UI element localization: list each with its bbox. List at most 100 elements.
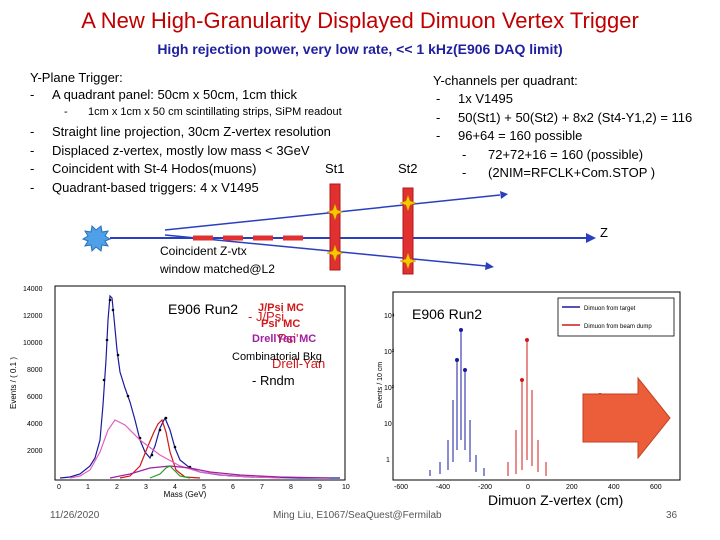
legend-comb-bkg: Combinatorial Bkg xyxy=(232,351,322,363)
zvertex-xtick: 400 xyxy=(608,484,620,491)
left-list-heading: Y-Plane Trigger: xyxy=(30,70,123,85)
mass-run-label: E906 Run2 xyxy=(168,301,239,317)
mass-xtick: 4 xyxy=(173,484,177,491)
mass-xtick: 2 xyxy=(115,484,119,491)
mass-ytick: 10000 xyxy=(23,340,43,347)
mass-ytick: 8000 xyxy=(27,367,43,374)
left-bullet-4: - xyxy=(30,143,35,158)
st2-plane xyxy=(402,187,414,275)
footer-author: Ming Liu, E1067/SeaQuest@Fermilab xyxy=(273,510,442,521)
lower-track xyxy=(164,234,487,267)
footer-page-number: 36 xyxy=(666,510,678,521)
target-distribution xyxy=(429,328,485,476)
left-item-5: Coincident with St-4 Hodos(muons) xyxy=(52,161,257,176)
right-bullet-4: - xyxy=(462,147,467,162)
mass-xtick: 7 xyxy=(260,484,264,491)
zvertex-ytick: 10³ xyxy=(384,349,395,356)
right-list-heading: Y-channels per quadrant: xyxy=(433,73,578,88)
hit-star-icon xyxy=(326,203,344,221)
displaced-region-arrow xyxy=(582,376,671,460)
zvertex-xlabel: Dimuon Z-vertex (cm) xyxy=(488,492,624,508)
zvertex-xtick: 200 xyxy=(566,484,578,491)
legend-drellyan: Drell-Yan xyxy=(272,356,326,371)
hit-star-icon xyxy=(326,244,344,262)
mass-plot-frame xyxy=(54,285,346,481)
right-bullet-2: - xyxy=(436,110,441,125)
mass-xtick: 5 xyxy=(202,484,206,491)
mass-ytick: 12000 xyxy=(23,313,43,320)
right-item-4: 72+72+16 = 160 (possible) xyxy=(488,147,644,162)
legend-dump-text: Dimuon from beam dump xyxy=(584,324,652,330)
left-bullet-6: - xyxy=(30,180,35,195)
left-bullet-1: - xyxy=(30,87,35,102)
mass-xlabel: Mass (GeV) xyxy=(164,490,207,499)
footer-date: 11/26/2020 xyxy=(50,510,100,521)
coincident-label-1: Coincident Z-vtx xyxy=(160,244,247,258)
upper-track-arrowhead xyxy=(500,191,508,199)
legend-psi-mc: Psi' MC xyxy=(261,318,301,330)
zvertex-ytick: 10 xyxy=(384,421,392,428)
left-item-6: Quadrant-based triggers: 4 x V1495 xyxy=(52,180,259,195)
mass-ylabel: Events / ( 0.1 ) xyxy=(9,357,18,409)
st1-label: St1 xyxy=(325,161,345,176)
left-item-3: Straight line projection, 30cm Z-vertex … xyxy=(52,124,331,139)
left-bullet-2: - xyxy=(64,106,68,118)
drellyan-mc-curve xyxy=(109,465,331,479)
data-points xyxy=(102,298,192,469)
mass-xtick: 1 xyxy=(86,484,90,491)
mass-xtick: 0 xyxy=(57,484,61,491)
legend-drellyan-mc: DrellYan MC xyxy=(252,333,317,345)
legend-jpsi-mc: J/Psi MC xyxy=(258,302,304,314)
right-item-2: 50(St1) + 50(St2) + 8x2 (St4-Y1,2) = 116 xyxy=(458,110,693,125)
coincident-label-2: window matched@L2 xyxy=(160,262,275,276)
zvertex-ytick: 10² xyxy=(384,385,395,392)
zvertex-ytick: 1 xyxy=(386,457,390,464)
mass-ytick: 6000 xyxy=(27,394,43,401)
left-item-2: 1cm x 1cm x 50 cm scintillating strips, … xyxy=(88,106,342,118)
zvertex-xtick: 0 xyxy=(526,484,530,491)
mass-ytick: 4000 xyxy=(27,421,43,428)
right-item-3: 96+64 = 160 possible xyxy=(458,128,583,143)
zvertex-xtick: -600 xyxy=(394,484,408,491)
slide-subtitle: High rejection power, very low rate, << … xyxy=(157,41,563,57)
right-bullet-5: - xyxy=(462,165,467,180)
right-item-5: (2NIM=RFCLK+Com.STOP ) xyxy=(488,165,656,180)
target-burst-icon xyxy=(81,224,112,253)
legend-psi: Psi' xyxy=(278,331,299,346)
mass-xtick: 10 xyxy=(342,484,350,491)
zvertex-ylabel: Events / 10 cm xyxy=(377,362,384,408)
zvertex-legend-box xyxy=(557,297,675,337)
mass-xtick: 6 xyxy=(231,484,235,491)
mass-ytick: 14000 xyxy=(23,286,43,293)
hit-star-icon xyxy=(399,252,417,270)
slide-title: A New High-Granularity Displayed Dimuon … xyxy=(81,8,639,33)
legend-rndm: - Rndm xyxy=(252,373,295,388)
left-bullet-5: - xyxy=(30,161,35,176)
jpsi-mc-curve xyxy=(119,418,201,479)
mass-ytick: 2000 xyxy=(27,448,43,455)
right-item-1: 1x V1495 xyxy=(458,91,513,106)
mass-xtick: 3 xyxy=(144,484,148,491)
right-bullet-3: - xyxy=(436,128,441,143)
data-histogram xyxy=(59,294,340,479)
zvertex-run-label: E906 Run2 xyxy=(412,306,483,322)
comb-bkg-curve xyxy=(69,419,281,479)
st1-plane xyxy=(329,183,341,271)
z-axis-label: Z xyxy=(600,225,608,240)
psi-mc-curve xyxy=(149,465,191,479)
zvertex-xtick: -200 xyxy=(478,484,492,491)
mass-xtick: 8 xyxy=(289,484,293,491)
left-item-4: Displaced z-vertex, mostly low mass < 3G… xyxy=(52,143,310,158)
z-axis-arrowhead xyxy=(586,233,596,243)
lower-track-arrowhead xyxy=(485,262,494,270)
zvertex-xtick: -400 xyxy=(436,484,450,491)
mass-xtick: 9 xyxy=(318,484,322,491)
st2-label: St2 xyxy=(398,161,418,176)
left-bullet-3: - xyxy=(30,124,35,139)
legend-jpsi: - J/Psi xyxy=(248,309,285,324)
left-item-1: A quadrant panel: 50cm x 50cm, 1cm thick xyxy=(52,87,297,102)
hit-star-icon xyxy=(399,194,417,212)
